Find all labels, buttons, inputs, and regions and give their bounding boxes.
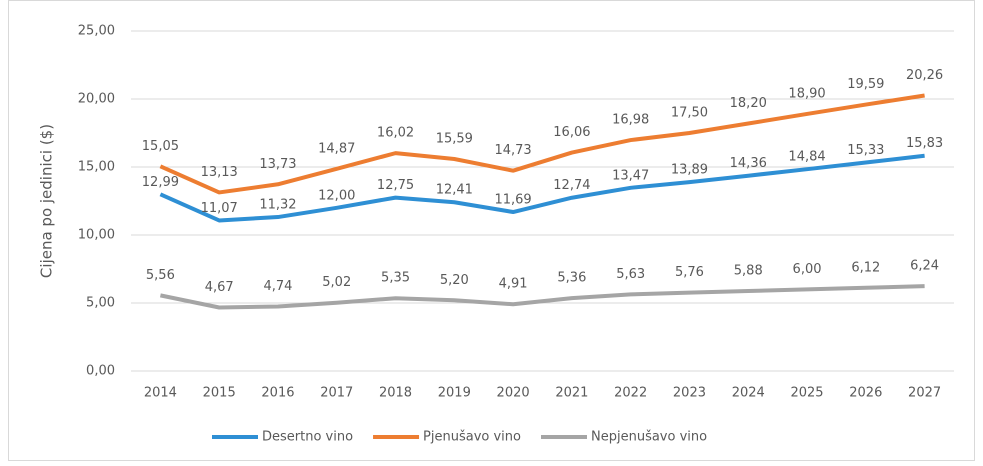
y-tick-label: 0,00 — [86, 364, 115, 379]
data-label: 16,06 — [553, 125, 590, 140]
y-tick-label: 15,00 — [78, 160, 115, 175]
legend-label: Desertno vino — [262, 430, 353, 445]
x-tick-label: 2024 — [732, 386, 765, 401]
data-label: 12,75 — [377, 178, 414, 193]
y-tick-label: 5,00 — [86, 296, 115, 311]
x-tick-label: 2021 — [555, 386, 588, 401]
data-label: 14,73 — [494, 143, 531, 158]
data-label: 4,67 — [205, 280, 234, 295]
x-tick-label: 2015 — [203, 386, 236, 401]
x-tick-label: 2026 — [849, 386, 882, 401]
y-tick-label: 10,00 — [78, 228, 115, 243]
series-line — [159, 284, 925, 310]
data-label: 15,59 — [436, 131, 473, 146]
x-tick-label: 2017 — [320, 386, 353, 401]
data-label: 5,56 — [146, 268, 175, 283]
data-label: 15,33 — [847, 143, 884, 158]
x-tick-label: 2014 — [144, 386, 177, 401]
data-label: 11,69 — [494, 193, 531, 208]
data-label: 18,90 — [788, 86, 825, 101]
data-label: 13,73 — [259, 157, 296, 172]
data-label: 4,74 — [263, 279, 292, 294]
x-tick-label: 2025 — [790, 386, 823, 401]
data-label: 14,36 — [730, 156, 767, 171]
data-label: 13,47 — [612, 168, 649, 183]
data-label: 20,26 — [906, 68, 943, 83]
data-label: 12,41 — [436, 183, 473, 198]
chart-border — [8, 0, 975, 461]
series-line — [159, 153, 925, 223]
x-tick-label: 2027 — [908, 386, 941, 401]
legend-label: Nepjenušavo vino — [591, 430, 707, 445]
data-label: 6,24 — [910, 259, 939, 274]
data-label: 5,63 — [616, 267, 645, 282]
data-label: 5,36 — [557, 271, 586, 286]
x-tick-label: 2020 — [497, 386, 530, 401]
data-label: 14,87 — [318, 141, 355, 156]
data-label: 12,74 — [553, 178, 590, 193]
data-label: 19,59 — [847, 77, 884, 92]
data-label: 5,35 — [381, 271, 410, 286]
data-label: 11,07 — [201, 201, 238, 216]
data-label: 11,32 — [259, 198, 296, 213]
legend-label: Pjenušavo vino — [423, 430, 521, 445]
y-tick-label: 25,00 — [78, 24, 115, 39]
x-tick-label: 2018 — [379, 386, 412, 401]
data-label: 16,02 — [377, 126, 414, 141]
data-label: 12,00 — [318, 188, 355, 203]
x-tick-label: 2019 — [438, 386, 471, 401]
data-label: 16,98 — [612, 113, 649, 128]
data-label: 15,05 — [142, 139, 179, 154]
data-label: 6,00 — [793, 262, 822, 277]
data-label: 14,84 — [788, 150, 825, 165]
data-label: 13,89 — [671, 163, 708, 178]
data-label: 5,88 — [734, 264, 763, 279]
series-line — [159, 93, 925, 195]
data-label: 18,20 — [730, 96, 767, 111]
data-label: 5,20 — [440, 273, 469, 288]
y-axis-title: Cijena po jedinici ($) — [38, 124, 56, 278]
x-tick-label: 2022 — [614, 386, 647, 401]
x-tick-label: 2016 — [261, 386, 294, 401]
y-tick-label: 20,00 — [78, 92, 115, 107]
data-label: 4,91 — [499, 277, 528, 292]
data-label: 17,50 — [671, 106, 708, 121]
x-tick-label: 2023 — [673, 386, 706, 401]
data-label: 6,12 — [851, 260, 880, 275]
data-label: 5,76 — [675, 265, 704, 280]
data-label: 15,83 — [906, 136, 943, 151]
data-label: 12,99 — [142, 175, 179, 190]
data-label: 13,13 — [201, 165, 238, 180]
data-label: 5,02 — [322, 275, 351, 290]
